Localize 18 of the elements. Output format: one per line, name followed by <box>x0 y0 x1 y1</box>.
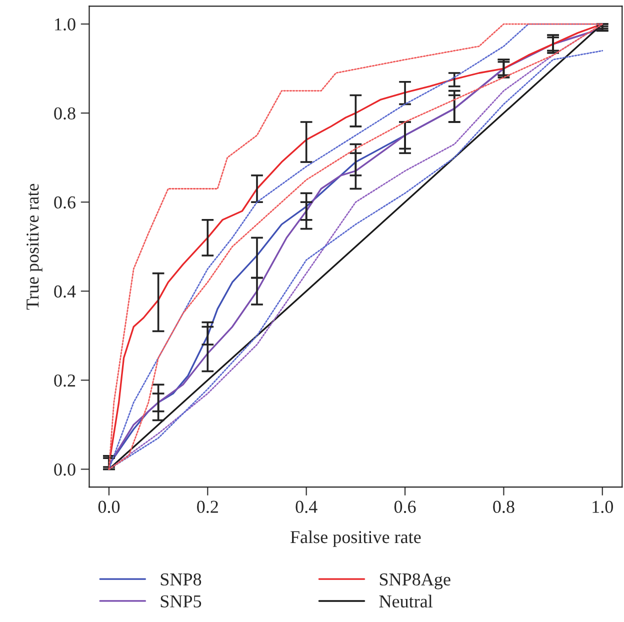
y-axis-title: True positive rate <box>26 184 42 310</box>
x-axis-title: False positive rate <box>290 530 421 547</box>
x-tick-label: 1.0 <box>592 500 613 514</box>
y-tick-label: 1.0 <box>55 18 76 31</box>
x-tick-label: 0.8 <box>493 500 514 514</box>
y-tick-label: 0.4 <box>54 285 76 298</box>
y-tick-label: 0.8 <box>54 107 76 120</box>
legend-label: Neutral <box>379 594 433 608</box>
y-tick-label: 0.0 <box>54 463 76 476</box>
y-tick-label: 0.2 <box>54 374 76 387</box>
x-tick-label: 0.6 <box>394 500 416 514</box>
x-tick-label: 0.4 <box>296 500 318 514</box>
y-tick-label: 0.6 <box>54 196 76 209</box>
x-tick-label: 0.2 <box>197 500 218 514</box>
x-tick-label: 0.0 <box>98 500 120 514</box>
legend-label: SNP8 <box>160 573 202 586</box>
legend-label: SNP5 <box>160 595 202 608</box>
legend-label: SNP8Age <box>380 573 450 590</box>
